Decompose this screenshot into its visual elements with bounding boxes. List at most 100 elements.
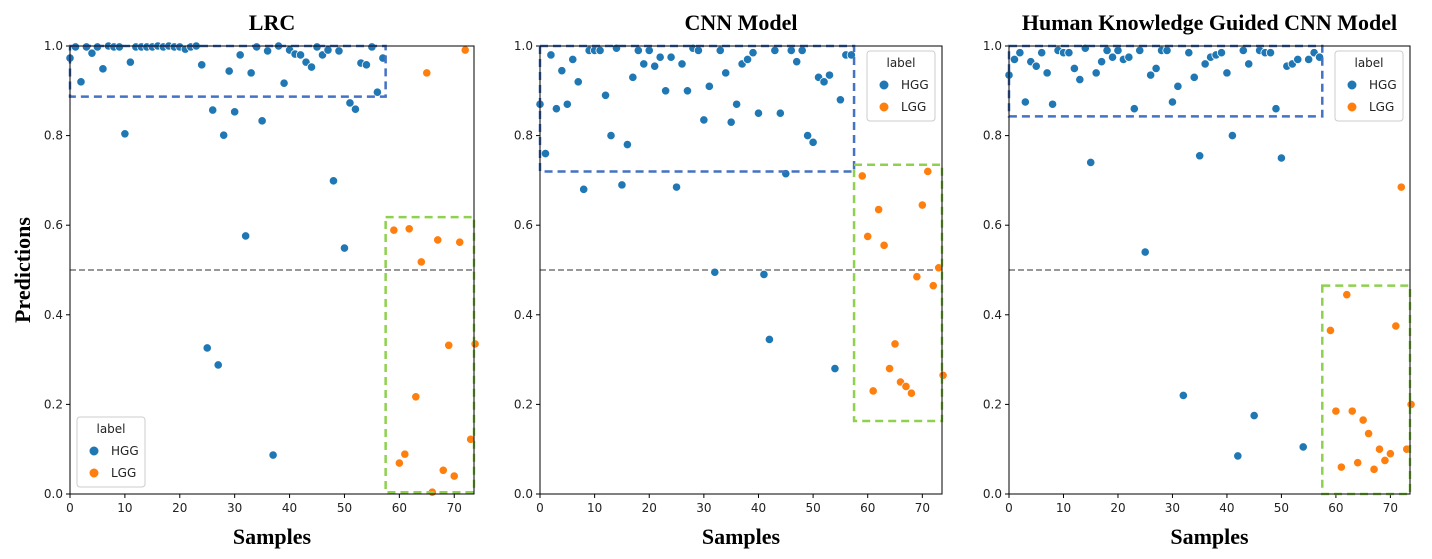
data-point-hgg <box>682 86 693 96</box>
data-point-lgg <box>901 381 911 392</box>
data-point-hgg <box>579 184 589 194</box>
data-point-hgg <box>339 243 350 253</box>
data-point-hgg <box>600 90 611 100</box>
data-point-hgg <box>1222 68 1232 78</box>
data-point-lgg <box>906 388 917 398</box>
data-point-lgg <box>1363 428 1374 439</box>
x-tick-label: 20 <box>1110 501 1125 515</box>
data-point-lgg <box>444 340 454 350</box>
data-point-hgg <box>661 86 671 96</box>
data-point-hgg <box>1031 61 1041 71</box>
data-point-hgg <box>1064 48 1074 58</box>
data-point-hgg <box>1227 131 1237 141</box>
data-point-hgg <box>622 139 632 150</box>
x-tick-label: 0 <box>1005 501 1013 515</box>
data-point-lgg <box>449 471 459 481</box>
axes-frame <box>539 45 943 495</box>
x-tick-label: 70 <box>447 501 462 515</box>
data-point-hgg <box>1075 75 1085 85</box>
data-point-lgg <box>1336 462 1346 472</box>
y-tick-label: 0.6 <box>514 218 533 232</box>
y-axis-label: Predictions <box>10 217 35 323</box>
data-point-hgg <box>824 70 835 80</box>
data-point-hgg <box>235 50 245 60</box>
data-point-hgg <box>573 77 583 87</box>
data-point-hgg <box>1298 442 1308 452</box>
data-point-hgg <box>753 108 764 118</box>
data-point-lgg <box>890 339 900 349</box>
data-point-hgg <box>568 54 578 65</box>
data-point-hgg <box>1189 72 1199 82</box>
data-point-lgg <box>874 204 884 215</box>
data-point-hgg <box>666 52 676 62</box>
data-point-hgg <box>1015 48 1025 58</box>
data-point-hgg <box>372 87 382 97</box>
data-point-hgg <box>1020 97 1030 107</box>
highlight-box <box>538 44 856 173</box>
data-point-hgg <box>1233 451 1243 461</box>
chart-panel-2: CNN Model Samples 0 10 20 30 40 50 60 70 0.0 0.2 0.4… <box>514 10 948 549</box>
data-point-lgg <box>923 166 933 177</box>
x-tick-label: 40 <box>1219 501 1234 515</box>
x-tick-label: 20 <box>172 501 187 515</box>
data-point-lgg <box>460 45 470 55</box>
x-tick-label: 30 <box>227 501 242 515</box>
data-point-hgg <box>1184 48 1194 58</box>
chart-panel-3: Human Knowledge Guided CNN Model Samples 0… <box>983 10 1416 549</box>
legend-label: HGG <box>1369 78 1397 92</box>
y-tick-label: 0.4 <box>514 308 533 322</box>
data-point-hgg <box>540 148 551 159</box>
x-tick-label: 30 <box>696 501 711 515</box>
data-point-hgg <box>644 45 654 56</box>
data-point-hgg <box>1129 104 1139 114</box>
x-tick-label: 40 <box>282 501 297 515</box>
chart-title: CNN Model <box>684 10 797 35</box>
data-point-hgg <box>1271 104 1281 114</box>
x-axis-label: Samples <box>233 524 312 549</box>
highlight-box <box>1321 284 1412 496</box>
data-point-hgg <box>710 267 720 277</box>
data-point-hgg <box>1238 45 1248 56</box>
y-tick-label: 0.8 <box>983 129 1002 143</box>
y-tick-label: 0.4 <box>983 308 1002 322</box>
data-point-hgg <box>1047 99 1058 109</box>
data-point-lgg <box>1325 325 1336 336</box>
data-point-lgg <box>1396 182 1406 192</box>
data-point-lgg <box>1385 449 1395 459</box>
data-point-hgg <box>120 129 130 139</box>
data-point-hgg <box>1097 57 1107 67</box>
data-point-lgg <box>389 225 399 235</box>
legend-title: label <box>886 56 915 70</box>
data-point-hgg <box>742 54 753 65</box>
data-point-hgg <box>1107 52 1118 62</box>
x-axis-label: Samples <box>702 524 781 549</box>
data-point-hgg <box>213 360 223 370</box>
data-point-hgg <box>295 50 306 60</box>
x-tick-label: 60 <box>392 501 407 515</box>
data-point-hgg <box>202 343 212 353</box>
y-tick-label: 0.0 <box>983 487 1002 501</box>
data-point-hgg <box>606 131 616 141</box>
data-point-hgg <box>551 104 561 114</box>
data-point-hgg <box>350 104 361 114</box>
legend: label HGG LGG <box>76 416 146 488</box>
data-point-hgg <box>246 68 256 78</box>
legend-marker-lgg <box>1346 101 1358 113</box>
data-point-lgg <box>400 449 410 459</box>
data-point-hgg <box>279 78 289 88</box>
data-point-hgg <box>268 450 278 460</box>
data-point-hgg <box>715 45 725 56</box>
y-tick-label: 0.8 <box>44 129 63 143</box>
data-point-lgg <box>416 257 426 267</box>
data-point-hgg <box>1167 97 1178 107</box>
data-point-lgg <box>1380 455 1390 465</box>
data-point-lgg <box>1369 464 1379 474</box>
data-point-hgg <box>639 59 649 69</box>
y-tick-label: 0.4 <box>44 308 63 322</box>
data-point-lgg <box>438 465 448 475</box>
x-tick-label: 0 <box>66 501 74 515</box>
data-point-hgg <box>76 77 86 87</box>
data-point-hgg <box>1091 68 1101 78</box>
data-point-hgg <box>650 61 660 71</box>
legend-title: label <box>1354 56 1383 70</box>
